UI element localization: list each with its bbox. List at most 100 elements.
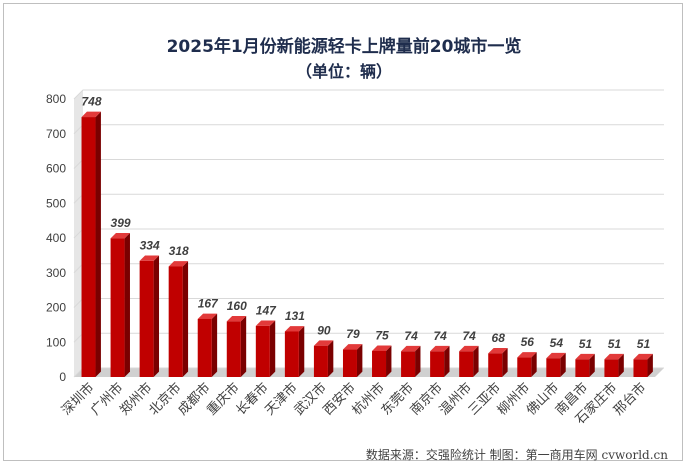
data-label: 748 — [82, 95, 102, 109]
bar-side — [415, 345, 421, 377]
bar-front — [633, 359, 648, 377]
bar-front — [604, 359, 619, 377]
bar-side — [240, 316, 247, 377]
bar-top — [255, 320, 276, 326]
bar-side — [647, 353, 653, 377]
x-tick-label: 柳州市 — [494, 380, 533, 419]
bar-top — [546, 352, 566, 359]
x-axis-labels: 深圳市广州市郑州市北京市成都市重庆市长春市天津市武汉市西安市杭州市东莞市南京市温… — [58, 380, 649, 428]
bar-top — [517, 352, 537, 358]
bar-top — [372, 345, 392, 351]
y-tick-label: 200 — [46, 301, 66, 315]
x-tick-label: 邢台市 — [610, 380, 649, 419]
bar-top — [488, 347, 508, 354]
x-tick-label: 南京市 — [407, 380, 446, 419]
bar-side — [327, 340, 334, 377]
bar-side — [269, 320, 276, 377]
x-tick-label: 佛山市 — [523, 380, 562, 419]
x-tick-label: 三亚市 — [465, 380, 504, 419]
bar — [226, 316, 247, 377]
floor — [74, 368, 664, 377]
bar-front — [313, 345, 328, 377]
data-label: 79 — [346, 327, 360, 341]
bar-front — [575, 359, 590, 377]
x-tick-label: 长春市 — [233, 380, 272, 419]
data-label: 167 — [198, 297, 219, 311]
bar-front — [401, 351, 416, 377]
bar — [633, 353, 653, 377]
gridline — [73, 124, 664, 135]
y-tick-label: 800 — [46, 92, 66, 106]
y-tick-label: 700 — [46, 127, 66, 141]
data-label: 399 — [111, 216, 131, 230]
y-tick-label: 400 — [46, 231, 66, 245]
x-tick-label: 东莞市 — [378, 380, 417, 419]
bar-side — [298, 326, 305, 377]
data-label: 68 — [492, 331, 506, 345]
y-tick-label: 600 — [46, 162, 66, 176]
bar-front — [197, 318, 212, 377]
bar-top — [575, 353, 595, 360]
bar — [517, 352, 537, 377]
bar-top — [633, 353, 653, 360]
bar-side — [618, 353, 624, 377]
bar — [255, 320, 276, 377]
chart-frame — [3, 3, 683, 461]
bar — [139, 255, 160, 377]
x-tick-label: 重庆市 — [204, 380, 243, 419]
data-label: 51 — [608, 337, 622, 351]
bar-top — [342, 344, 363, 350]
bar-front — [459, 351, 474, 377]
bar-front — [110, 238, 125, 377]
bar-top — [139, 255, 160, 261]
bar-side — [531, 352, 537, 377]
bar-side — [153, 255, 160, 377]
bar-front — [168, 266, 183, 377]
source-note: 数据来源：交强险统计 制图：第一商用车网 cvworld.cn — [365, 448, 668, 462]
bar — [168, 261, 189, 377]
bar-front — [488, 353, 503, 377]
y-tick-label: 100 — [46, 335, 66, 349]
bar — [546, 352, 566, 377]
data-labels: 748 399 334 318 167 160 147 131 90 79 75 74 74 74 68 56… — [82, 95, 651, 351]
bar — [197, 313, 218, 377]
y-tick-label: 300 — [46, 266, 66, 280]
y-tick-label: 0 — [59, 370, 66, 384]
bar-side — [560, 352, 566, 377]
bar-top — [459, 345, 479, 352]
bar-top — [313, 340, 334, 346]
data-label: 90 — [317, 323, 331, 337]
x-tick-label: 武汉市 — [291, 380, 330, 419]
bar-side — [444, 345, 450, 377]
bar-side — [124, 232, 130, 377]
bar-front — [139, 260, 154, 377]
gridline — [73, 298, 664, 308]
bar-front — [546, 358, 561, 377]
bar-front — [430, 351, 445, 377]
bar-side — [473, 345, 479, 377]
chart-title: 2025年1月份新能源轻卡上牌量前20城市一览 — [166, 37, 522, 57]
bar-front — [284, 331, 299, 377]
data-label: 147 — [256, 304, 277, 318]
y-axis: 0 100 200 300 400 500 600 700 800 — [46, 92, 66, 384]
bars — [81, 111, 653, 378]
gridline — [73, 89, 664, 100]
bar-top — [430, 345, 450, 352]
data-label: 51 — [579, 337, 593, 351]
bar — [372, 345, 392, 377]
x-tick-label: 杭州市 — [349, 380, 388, 419]
gridline — [73, 228, 664, 239]
bar-top — [401, 345, 421, 352]
x-tick-label: 西安市 — [320, 380, 359, 419]
bar — [342, 344, 363, 377]
bar-side — [589, 353, 595, 377]
bar-top — [81, 111, 101, 118]
bar-side — [182, 261, 189, 377]
bar-front — [372, 350, 387, 377]
bar — [110, 232, 130, 377]
bar-top — [226, 316, 247, 322]
x-tick-label: 温州市 — [436, 380, 475, 419]
data-label: 131 — [285, 309, 305, 323]
x-tick-label: 广州市 — [88, 380, 127, 419]
data-label: 74 — [404, 329, 418, 343]
